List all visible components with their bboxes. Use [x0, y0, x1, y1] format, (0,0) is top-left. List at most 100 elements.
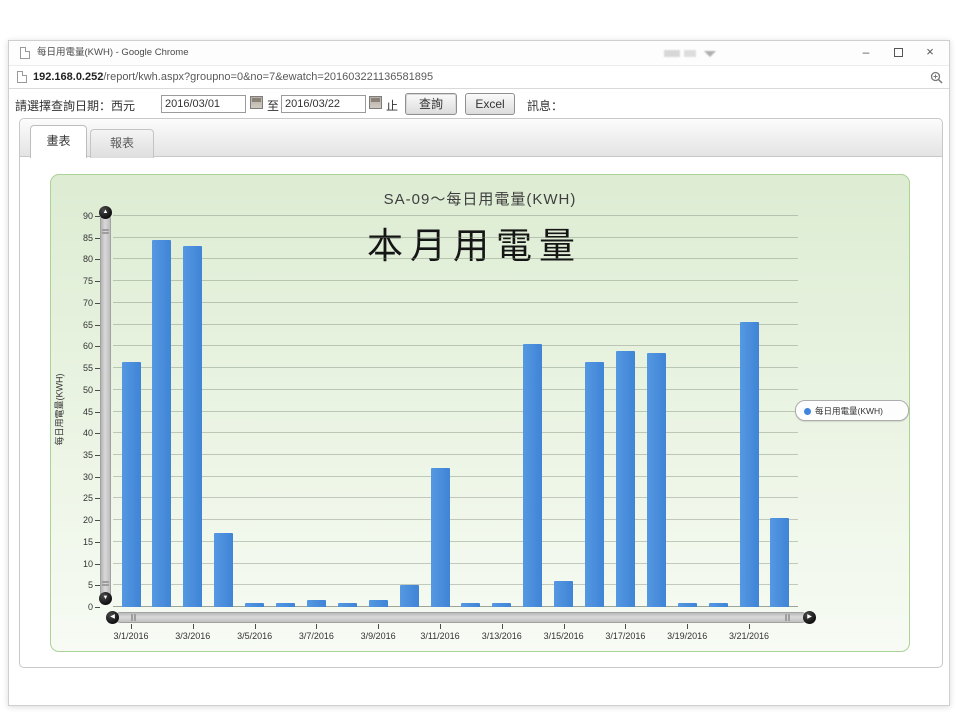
bar-3/11/2016 — [430, 467, 450, 607]
date-from-input[interactable] — [161, 95, 246, 113]
scroll-left-icon[interactable]: ◀ — [106, 611, 119, 624]
x-tick-label: 3/17/2016 — [605, 631, 646, 641]
y-tick-label: 5 — [87, 580, 93, 591]
calendar-icon[interactable] — [369, 96, 382, 109]
x-tick-mark — [625, 624, 627, 629]
y-tick-label: 50 — [82, 384, 93, 395]
bar-3/17/2016 — [615, 350, 635, 607]
y-tick-mark — [95, 411, 100, 413]
x-tick-mark — [440, 624, 441, 629]
y-tick-mark — [95, 281, 100, 283]
query-button[interactable]: 查詢 — [405, 93, 457, 115]
plot-area — [113, 215, 798, 607]
y-tick-mark — [95, 302, 100, 304]
legend-marker-icon — [804, 408, 811, 415]
legend-label: 每日用電量(KWH) — [815, 406, 883, 416]
y-tick-label: 20 — [82, 515, 93, 526]
vertical-zoom-slider[interactable]: ▲ ▼ — [99, 206, 112, 611]
browser-window: 每日用電量(KWH) - Google Chrome – × 192.168.0… — [8, 40, 950, 706]
x-tick-mark — [254, 624, 256, 629]
chart-legend: 每日用電量(KWH) — [795, 400, 909, 421]
x-axis: 3/1/2016 3/3/2016 3/5/2016 3/7/2016 3/9/2016… — [113, 624, 813, 650]
bar-3/22/2016 — [770, 517, 790, 607]
query-toolbar: 請選擇查詢日期：西元 至 止 查詢 Excel 訊息： — [9, 90, 949, 120]
y-tick-mark — [95, 433, 100, 435]
x-tick-label: 3/21/2016 — [728, 631, 770, 641]
y-axis: 0 5 10 15 20 25 30 35 40 45 50 55 60 65 70 75 80 85 90 — [51, 211, 113, 612]
x-tick-mark — [749, 624, 750, 629]
y-tick-mark — [95, 498, 100, 500]
x-tick-mark — [131, 624, 132, 629]
x-tick-label: 3/7/2016 — [298, 631, 334, 641]
x-tick-label: 3/9/2016 — [360, 631, 396, 641]
gridline — [113, 323, 798, 325]
y-tick-label: 75 — [82, 276, 93, 287]
url-text[interactable]: 192.168.0.252/report/kwh.aspx?groupno=0&… — [33, 66, 433, 88]
y-tick-label: 0 — [87, 602, 93, 612]
scroll-right-icon[interactable]: ▶ — [803, 611, 816, 624]
gridline — [113, 519, 798, 521]
x-tick-mark — [316, 624, 318, 629]
url-bar[interactable]: 192.168.0.252/report/kwh.aspx?groupno=0&… — [9, 65, 949, 89]
y-tick-label: 85 — [82, 232, 93, 243]
gridline — [113, 540, 798, 542]
y-tick-label: 90 — [82, 211, 93, 221]
excel-button[interactable]: Excel — [465, 93, 515, 115]
maximize-button[interactable] — [883, 41, 913, 65]
y-tick-label: 70 — [82, 297, 93, 308]
bar-3/12/2016 — [461, 602, 481, 607]
chart-panel: SA-09～每日用電量(KWH) 本月用電量 0 5 10 15 20 25 30 35 40 4… — [50, 174, 910, 652]
gridline — [113, 432, 798, 434]
date-prompt-label: 請選擇查詢日期：西元 — [15, 99, 136, 113]
close-button[interactable]: × — [926, 44, 934, 59]
scroll-up-icon[interactable]: ▲ — [99, 206, 112, 219]
date-to-input[interactable] — [281, 95, 366, 113]
vslider-handle-top[interactable] — [102, 229, 109, 231]
y-tick-mark — [95, 454, 100, 456]
y-tick-label: 45 — [82, 406, 93, 417]
x-tick-mark — [501, 624, 503, 629]
gridline — [113, 236, 798, 238]
bar-3/1/2016 — [121, 361, 141, 607]
screenshot-artifact — [664, 48, 724, 60]
tab-report[interactable]: 報表 — [90, 129, 154, 158]
maximize-icon — [893, 48, 903, 57]
tab-strip: 畫表 報表 — [20, 119, 942, 158]
x-tick-label: 3/1/2016 — [113, 631, 149, 641]
x-tick-mark — [378, 624, 380, 629]
y-tick-mark — [95, 368, 100, 370]
y-tick-label: 80 — [82, 254, 93, 265]
tab-chart[interactable]: 畫表 — [30, 125, 87, 158]
chevron-down-icon — [704, 51, 716, 57]
scroll-down-icon[interactable]: ▼ — [99, 592, 112, 605]
y-tick-mark — [95, 520, 100, 522]
horizontal-zoom-slider[interactable]: ◀ ▶ — [106, 611, 816, 624]
y-tick-mark — [95, 324, 100, 326]
zoom-search-icon[interactable] — [930, 71, 943, 84]
x-tick-label: 3/11/2016 — [420, 631, 460, 641]
x-tick-label: 3/5/2016 — [237, 631, 273, 641]
gridline — [113, 367, 798, 369]
artifact-shape — [684, 50, 696, 57]
y-tick-mark — [95, 216, 100, 217]
bar-3/2/2016 — [152, 239, 172, 607]
hscroll-handle-left[interactable] — [131, 614, 133, 621]
calendar-icon[interactable] — [250, 96, 263, 109]
bar-3/20/2016 — [708, 602, 728, 607]
y-tick-label: 15 — [82, 536, 93, 547]
hscroll-handle-right[interactable] — [785, 614, 787, 621]
x-tick-label: 3/3/2016 — [175, 631, 211, 641]
bar-3/8/2016 — [337, 602, 357, 607]
vslider-track[interactable] — [100, 214, 111, 605]
bar-3/19/2016 — [677, 602, 697, 607]
minimize-button[interactable]: – — [862, 45, 870, 59]
bar-3/6/2016 — [276, 602, 295, 607]
bar-3/9/2016 — [368, 600, 388, 607]
tab-widget: 畫表 報表 SA-09～每日用電量(KWH) 本月用電量 0 5 10 15 20 25 3… — [19, 118, 943, 668]
gridline — [113, 497, 798, 499]
vslider-handle-bottom[interactable] — [102, 581, 109, 583]
window-title: 每日用電量(KWH) - Google Chrome — [37, 47, 189, 58]
hscroll-track[interactable] — [115, 612, 807, 623]
y-tick-label: 10 — [82, 558, 93, 569]
y-tick-label: 40 — [82, 428, 93, 439]
